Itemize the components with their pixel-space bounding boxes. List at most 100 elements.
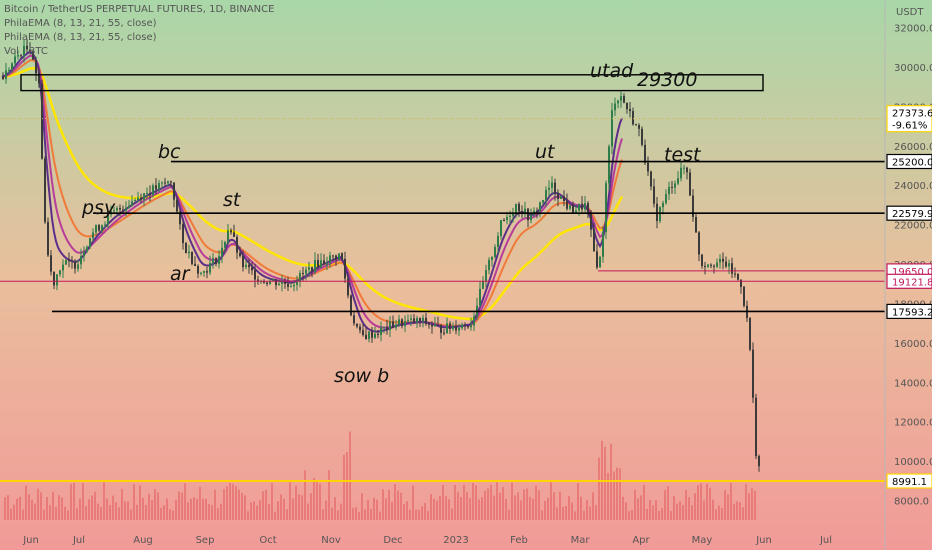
candle-body	[437, 324, 439, 326]
volume-bar	[637, 498, 639, 520]
candle-body	[500, 220, 502, 237]
price-label-text: 19650.0	[892, 267, 932, 278]
candle-body	[665, 194, 667, 203]
volume-bar	[151, 499, 153, 520]
volume-bar	[616, 467, 618, 520]
volume-bar	[232, 484, 234, 520]
volume-bar	[118, 507, 120, 520]
candle-body	[569, 205, 571, 209]
volume-bar	[355, 507, 357, 520]
candle-body	[668, 186, 670, 195]
volume-bar	[340, 503, 342, 520]
volume-bar	[352, 507, 354, 520]
price-tick-label: 26000.0	[894, 142, 932, 153]
volume-bar	[451, 508, 453, 520]
volume-bar	[394, 484, 396, 520]
volume-bar	[466, 491, 468, 520]
candle-body	[434, 324, 436, 327]
price-label-text: 8991.1	[892, 477, 927, 488]
candle-body	[566, 201, 568, 209]
candle-body	[161, 182, 163, 184]
candle-body	[80, 256, 82, 265]
volume-bar	[517, 492, 519, 520]
candle-body	[332, 255, 334, 257]
volume-bar	[613, 471, 615, 520]
candle-body	[590, 213, 592, 230]
candle-body	[716, 262, 718, 267]
volume-legend[interactable]: Vol · BTC	[4, 46, 48, 57]
volume-bar	[370, 508, 372, 520]
volume-bar	[412, 485, 414, 520]
candle-body	[32, 51, 34, 60]
candle-body	[50, 255, 52, 272]
candle-body	[659, 207, 661, 222]
candle-body	[5, 70, 7, 79]
candle-body	[299, 273, 301, 282]
volume-bar	[619, 468, 621, 520]
indicator-legend-1[interactable]: PhilaEMA (8, 13, 21, 55, close)	[4, 18, 157, 29]
volume-bar	[166, 498, 168, 520]
candle-body	[77, 264, 79, 269]
candle-body	[497, 236, 499, 247]
annotation-utad: utad	[590, 60, 634, 82]
candle-body	[47, 221, 49, 256]
candle-body	[44, 158, 46, 222]
candle-body	[698, 232, 700, 255]
candle-body	[362, 330, 364, 335]
candle-body	[638, 125, 640, 129]
volume-bar	[622, 496, 624, 520]
volume-bar	[532, 498, 534, 520]
candle-body	[272, 279, 274, 282]
candle-body	[605, 183, 607, 233]
volume-bar	[286, 509, 288, 520]
volume-bar	[736, 501, 738, 520]
volume-bar	[253, 501, 255, 520]
volume-bar	[307, 503, 309, 520]
volume-bar	[697, 485, 699, 520]
candle-body	[593, 229, 595, 252]
volume-bar	[634, 489, 636, 520]
candle-body	[401, 319, 403, 326]
volume-bar	[658, 511, 660, 520]
time-label: Jun	[755, 535, 772, 546]
candle-body	[731, 263, 733, 274]
volume-bar	[448, 499, 450, 520]
volume-bar	[754, 490, 756, 520]
volume-bar	[589, 506, 591, 520]
candle-body	[623, 96, 625, 103]
volume-bar	[724, 490, 726, 520]
candle-body	[584, 203, 586, 210]
candle-body	[245, 264, 247, 268]
candle-body	[494, 247, 496, 257]
volume-bar	[157, 492, 159, 520]
volume-bar	[100, 506, 102, 520]
volume-bar	[211, 504, 213, 520]
candle-body	[116, 208, 118, 211]
volume-bar	[235, 486, 237, 520]
candle-body	[11, 63, 13, 70]
volume-bar	[25, 485, 27, 520]
candle-body	[122, 209, 124, 211]
price-label-box	[886, 303, 932, 319]
candle-body	[59, 270, 61, 275]
candle-body	[647, 162, 649, 172]
candle-body	[257, 279, 259, 282]
candle-body	[386, 327, 388, 330]
candle-body	[728, 263, 730, 267]
volume-bar	[229, 482, 231, 520]
volume-bar	[421, 506, 423, 520]
candle-body	[620, 96, 622, 101]
time-label: Jul	[819, 535, 832, 546]
candle-body	[179, 211, 181, 225]
volume-bar	[295, 485, 297, 520]
volume-bar	[13, 504, 15, 520]
annotations: psy bc ar st sow b ut utad 29300 test	[81, 60, 702, 387]
volume-bar	[640, 495, 642, 520]
volume-bar	[55, 507, 57, 520]
volume-bar	[169, 509, 171, 520]
volume-bar	[310, 493, 312, 520]
resistance-zone-box	[20, 74, 764, 92]
candle-body	[356, 323, 358, 327]
indicator-legend-2[interactable]: PhilaEMA (8, 13, 21, 55, close)	[4, 32, 157, 43]
